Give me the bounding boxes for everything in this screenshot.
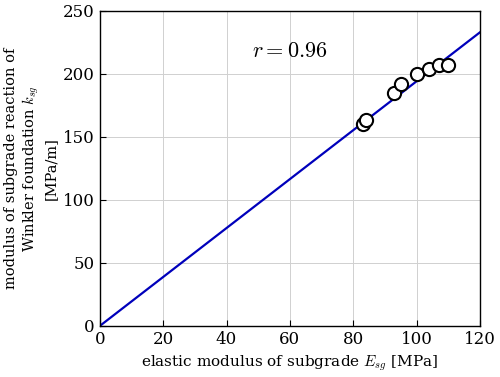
Point: [425, 66, 433, 72]
Point: [362, 117, 370, 123]
Point: [358, 121, 366, 127]
Y-axis label: modulus of subgrade reaction of
Winkler foundation $k_{sg}$
[MPa/m]: modulus of subgrade reaction of Winkler …: [4, 48, 58, 289]
Point: [434, 62, 442, 68]
Point: [390, 90, 398, 96]
Text: $r = 0.96$: $r = 0.96$: [252, 40, 328, 62]
Point: [412, 71, 420, 77]
X-axis label: elastic modulus of subgrade $E_{sg}$ [MPa]: elastic modulus of subgrade $E_{sg}$ [MP…: [141, 353, 438, 373]
Point: [444, 62, 452, 68]
Point: [396, 81, 404, 87]
